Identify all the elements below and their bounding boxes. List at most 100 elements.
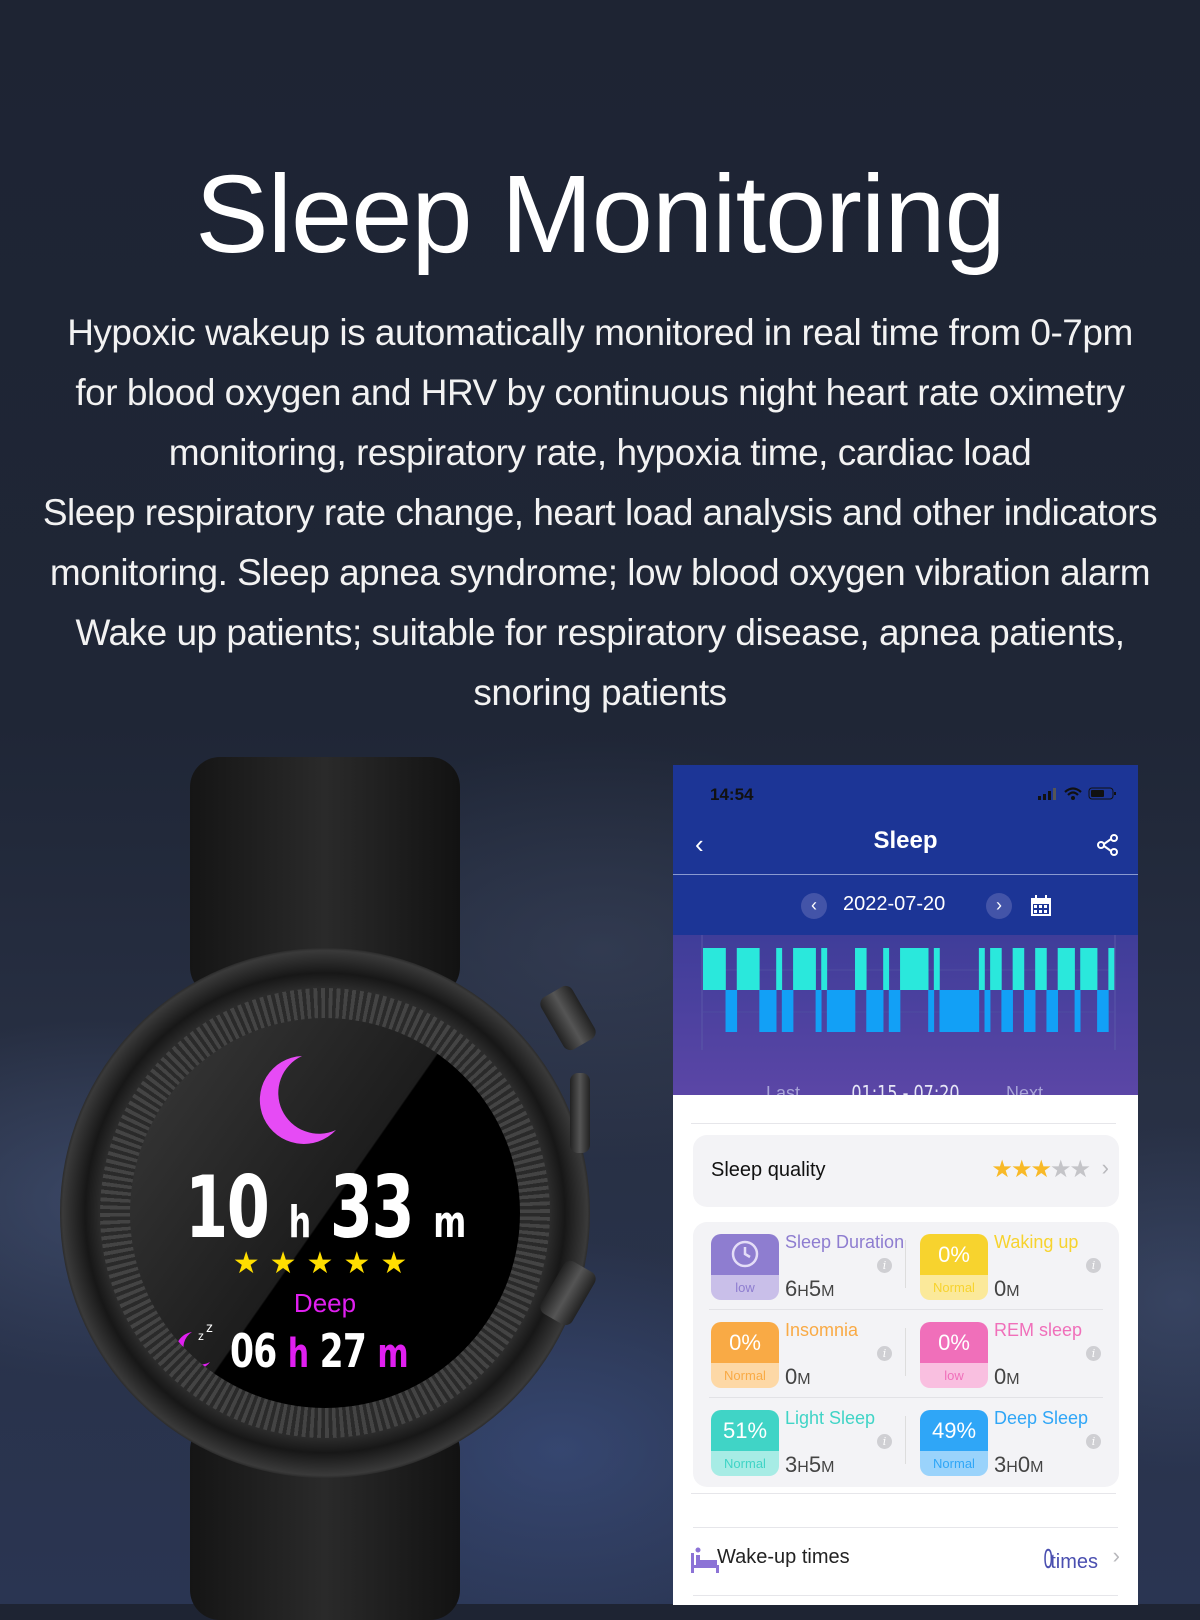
deep-minutes: 27 (319, 1324, 367, 1378)
deep-hours: 06 (230, 1324, 277, 1378)
value-number: 3 (994, 1452, 1007, 1477)
metric-value: 6H5M (785, 1276, 834, 1302)
value-number: 5 (808, 1452, 822, 1477)
deep-label: Deep (293, 1288, 357, 1318)
sleep-segment-light (883, 948, 890, 990)
sleep-segment-deep (1023, 990, 1036, 1032)
header-divider (673, 874, 1138, 875)
sleep-segment-deep (939, 990, 980, 1032)
metric-sleep-duration[interactable]: low Sleep Duration i 6H5M (711, 1232, 911, 1314)
battery-icon (1088, 787, 1116, 800)
sleep-quality-row[interactable]: Sleep quality ★★★★★ › (693, 1135, 1119, 1207)
sleep-segment-deep (1001, 990, 1013, 1032)
sleep-stage-chart: Last 01:15 - 07:20 Next (673, 935, 1138, 1105)
value-unit: M (821, 1283, 835, 1300)
value-number: 3 (785, 1452, 798, 1477)
divider (693, 1595, 1118, 1596)
screen-title: Sleep (873, 827, 938, 854)
sleep-segment-light (793, 948, 816, 990)
info-icon[interactable]: i (877, 1434, 892, 1449)
app-header: 14:54 ‹ Sleep ‹ 2022-07-20 › (673, 765, 1138, 935)
divider (905, 1240, 906, 1288)
info-icon[interactable]: i (877, 1346, 892, 1361)
sleep-metrics-grid: low Sleep Duration i 6H5M 0% Normal Waking up i… (693, 1222, 1119, 1487)
sleep-segment-deep (725, 990, 738, 1032)
svg-text:z: z (198, 1329, 204, 1343)
divider (693, 1527, 1118, 1528)
metric-deep-sleep[interactable]: 49% Normal Deep Sleep i 3H0M (920, 1408, 1120, 1490)
metric-name: Sleep Duration (785, 1232, 905, 1252)
metric-percent: 0% (729, 1330, 761, 1355)
metric-percent: 0% (938, 1330, 970, 1355)
previous-day-button[interactable]: ‹ (801, 893, 827, 919)
metric-status: low (711, 1275, 779, 1300)
wake-up-count: 0 (1042, 1545, 1053, 1575)
status-icons (1038, 787, 1116, 800)
sleep-segment-deep (1046, 990, 1058, 1032)
total-sleep-time: 10 h 33 m (185, 1158, 466, 1258)
value-unit: H (1006, 1459, 1018, 1476)
value-unit: M (797, 1371, 811, 1388)
sleep-segment-light (776, 948, 783, 990)
metric-badge: 51% Normal (711, 1410, 779, 1476)
share-icon[interactable] (1096, 833, 1120, 857)
divider (691, 1123, 1116, 1124)
metric-name: Insomnia (785, 1320, 859, 1340)
watch-button (570, 1073, 590, 1153)
metric-value: 3H0M (994, 1452, 1043, 1478)
watch-star-rating: ★★★★★ (232, 1247, 418, 1280)
deep-sleep-time: 06 h 27 m (230, 1324, 409, 1378)
minutes-unit: m (433, 1197, 466, 1248)
sleep-segment-light (990, 948, 1002, 990)
sleep-segment-deep (984, 990, 991, 1032)
divider (709, 1397, 1103, 1398)
svg-text:z: z (206, 1320, 213, 1335)
metric-name: Light Sleep (785, 1408, 876, 1428)
metric-percent: 0% (938, 1242, 970, 1267)
chevron-right-icon: › (1101, 1155, 1109, 1180)
chevron-right-icon: › (1112, 1543, 1120, 1568)
info-icon[interactable]: i (1086, 1258, 1101, 1273)
value-number: 0 (994, 1276, 1007, 1301)
sleep-segment-light (1108, 948, 1115, 990)
sleep-segment-deep (866, 990, 884, 1032)
calendar-icon[interactable] (1029, 894, 1053, 918)
metric-value: 0M (994, 1276, 1020, 1302)
metric-badge: low (711, 1234, 779, 1300)
metric-name: Waking up (994, 1232, 1079, 1252)
wake-up-times-row[interactable]: Wake-up times 0times › (673, 1525, 1138, 1595)
info-icon[interactable]: i (1086, 1346, 1101, 1361)
sleep-segment-light (1057, 948, 1075, 990)
sleep-segment-light (821, 948, 828, 990)
moon-icon (259, 1056, 336, 1144)
metric-rem-sleep[interactable]: 0% low REM sleep i 0M (920, 1320, 1120, 1402)
metric-value: 0M (994, 1364, 1020, 1390)
sleep-details: Sleep quality ★★★★★ › low Sleep Duration i… (673, 1095, 1138, 1605)
wake-up-label: Wake-up times (717, 1546, 850, 1568)
info-icon[interactable]: i (1086, 1434, 1101, 1449)
metric-insomnia[interactable]: 0% Normal Insomnia i 0M (711, 1320, 911, 1402)
empty-stars: ★★ (1049, 1156, 1091, 1183)
value-number: 0 (994, 1364, 1007, 1389)
metric-name: REM sleep (994, 1320, 1083, 1340)
info-icon[interactable]: i (877, 1258, 892, 1273)
value-unit: M (1030, 1459, 1044, 1476)
clock-icon (731, 1240, 759, 1268)
page-title: Sleep Monitoring (195, 153, 1005, 276)
metric-status: low (920, 1363, 988, 1388)
divider (905, 1416, 906, 1464)
back-button[interactable]: ‹ (695, 829, 704, 859)
sleep-segment-light (1035, 948, 1047, 990)
sleep-segment-deep (826, 990, 856, 1032)
divider (905, 1328, 906, 1376)
next-day-button[interactable]: › (986, 893, 1012, 919)
value-number: 6 (785, 1276, 798, 1301)
metric-status: Normal (920, 1275, 988, 1300)
metric-waking-up[interactable]: 0% Normal Waking up i 0M (920, 1232, 1120, 1314)
metric-light-sleep[interactable]: 51% Normal Light Sleep i 3H5M (711, 1408, 911, 1490)
description-line: Hypoxic wakeup is automatically monitore… (67, 312, 1133, 353)
hypnogram (701, 935, 1116, 1050)
metric-percent: 51% (722, 1418, 768, 1443)
